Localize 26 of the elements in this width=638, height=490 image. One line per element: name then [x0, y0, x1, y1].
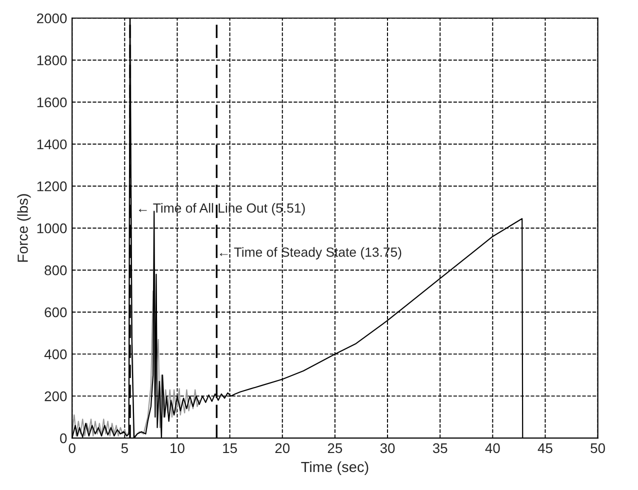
y-tick-label: 1200 [37, 181, 67, 192]
x-tick-label: 5 [121, 443, 128, 454]
y-tick-label: 2000 [37, 13, 67, 24]
x-tick-label: 15 [223, 443, 237, 454]
y-tick-label: 1600 [37, 97, 67, 108]
x-tick-label: 40 [485, 443, 500, 454]
x-tick-label: 50 [590, 443, 605, 454]
x-axis-title: Time (sec) [301, 461, 368, 476]
y-tick-label: 1400 [37, 139, 67, 150]
y-tick-label: 800 [44, 265, 67, 276]
y-tick-label: 1800 [37, 55, 67, 66]
annotation: ← Time of All Line Out (5.51) [138, 203, 305, 216]
y-tick-label: 1000 [37, 223, 67, 234]
x-tick-label: 45 [538, 443, 552, 454]
annotation: ← Time of Steady State (13.75) [220, 247, 402, 260]
y-tick-label: 0 [60, 433, 67, 444]
y-axis-title: Force (lbs) [17, 194, 31, 262]
y-tick-label: 600 [44, 307, 67, 318]
x-tick-label: 30 [380, 443, 395, 454]
x-tick-label: 25 [328, 443, 342, 454]
x-tick-label: 35 [432, 443, 448, 454]
x-tick-label: 10 [170, 443, 184, 454]
x-tick-label: 0 [68, 443, 76, 454]
y-tick-label: 200 [44, 391, 67, 402]
x-tick-label: 20 [275, 443, 290, 454]
y-tick-label: 400 [44, 349, 67, 360]
